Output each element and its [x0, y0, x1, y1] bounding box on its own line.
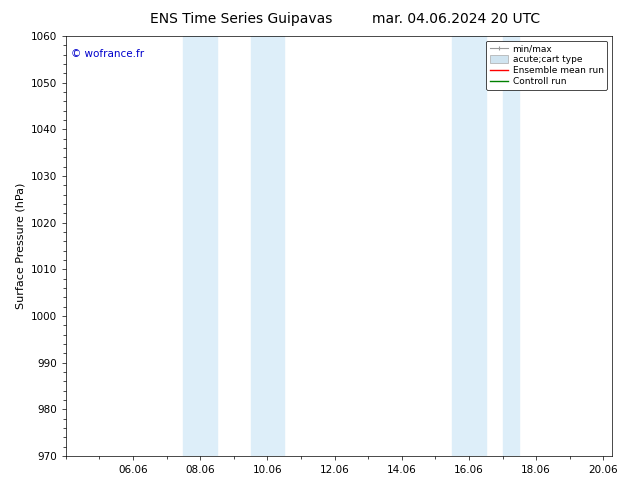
Text: mar. 04.06.2024 20 UTC: mar. 04.06.2024 20 UTC: [372, 12, 541, 26]
Text: ENS Time Series Guipavas: ENS Time Series Guipavas: [150, 12, 332, 26]
Bar: [250, 36, 284, 456]
Bar: [183, 36, 217, 456]
Text: © wofrance.fr: © wofrance.fr: [71, 49, 145, 59]
Y-axis label: Surface Pressure (hPa): Surface Pressure (hPa): [15, 183, 25, 309]
Legend: min/max, acute;cart type, Ensemble mean run, Controll run: min/max, acute;cart type, Ensemble mean …: [486, 41, 607, 90]
Bar: [452, 36, 486, 456]
Bar: [503, 36, 519, 456]
